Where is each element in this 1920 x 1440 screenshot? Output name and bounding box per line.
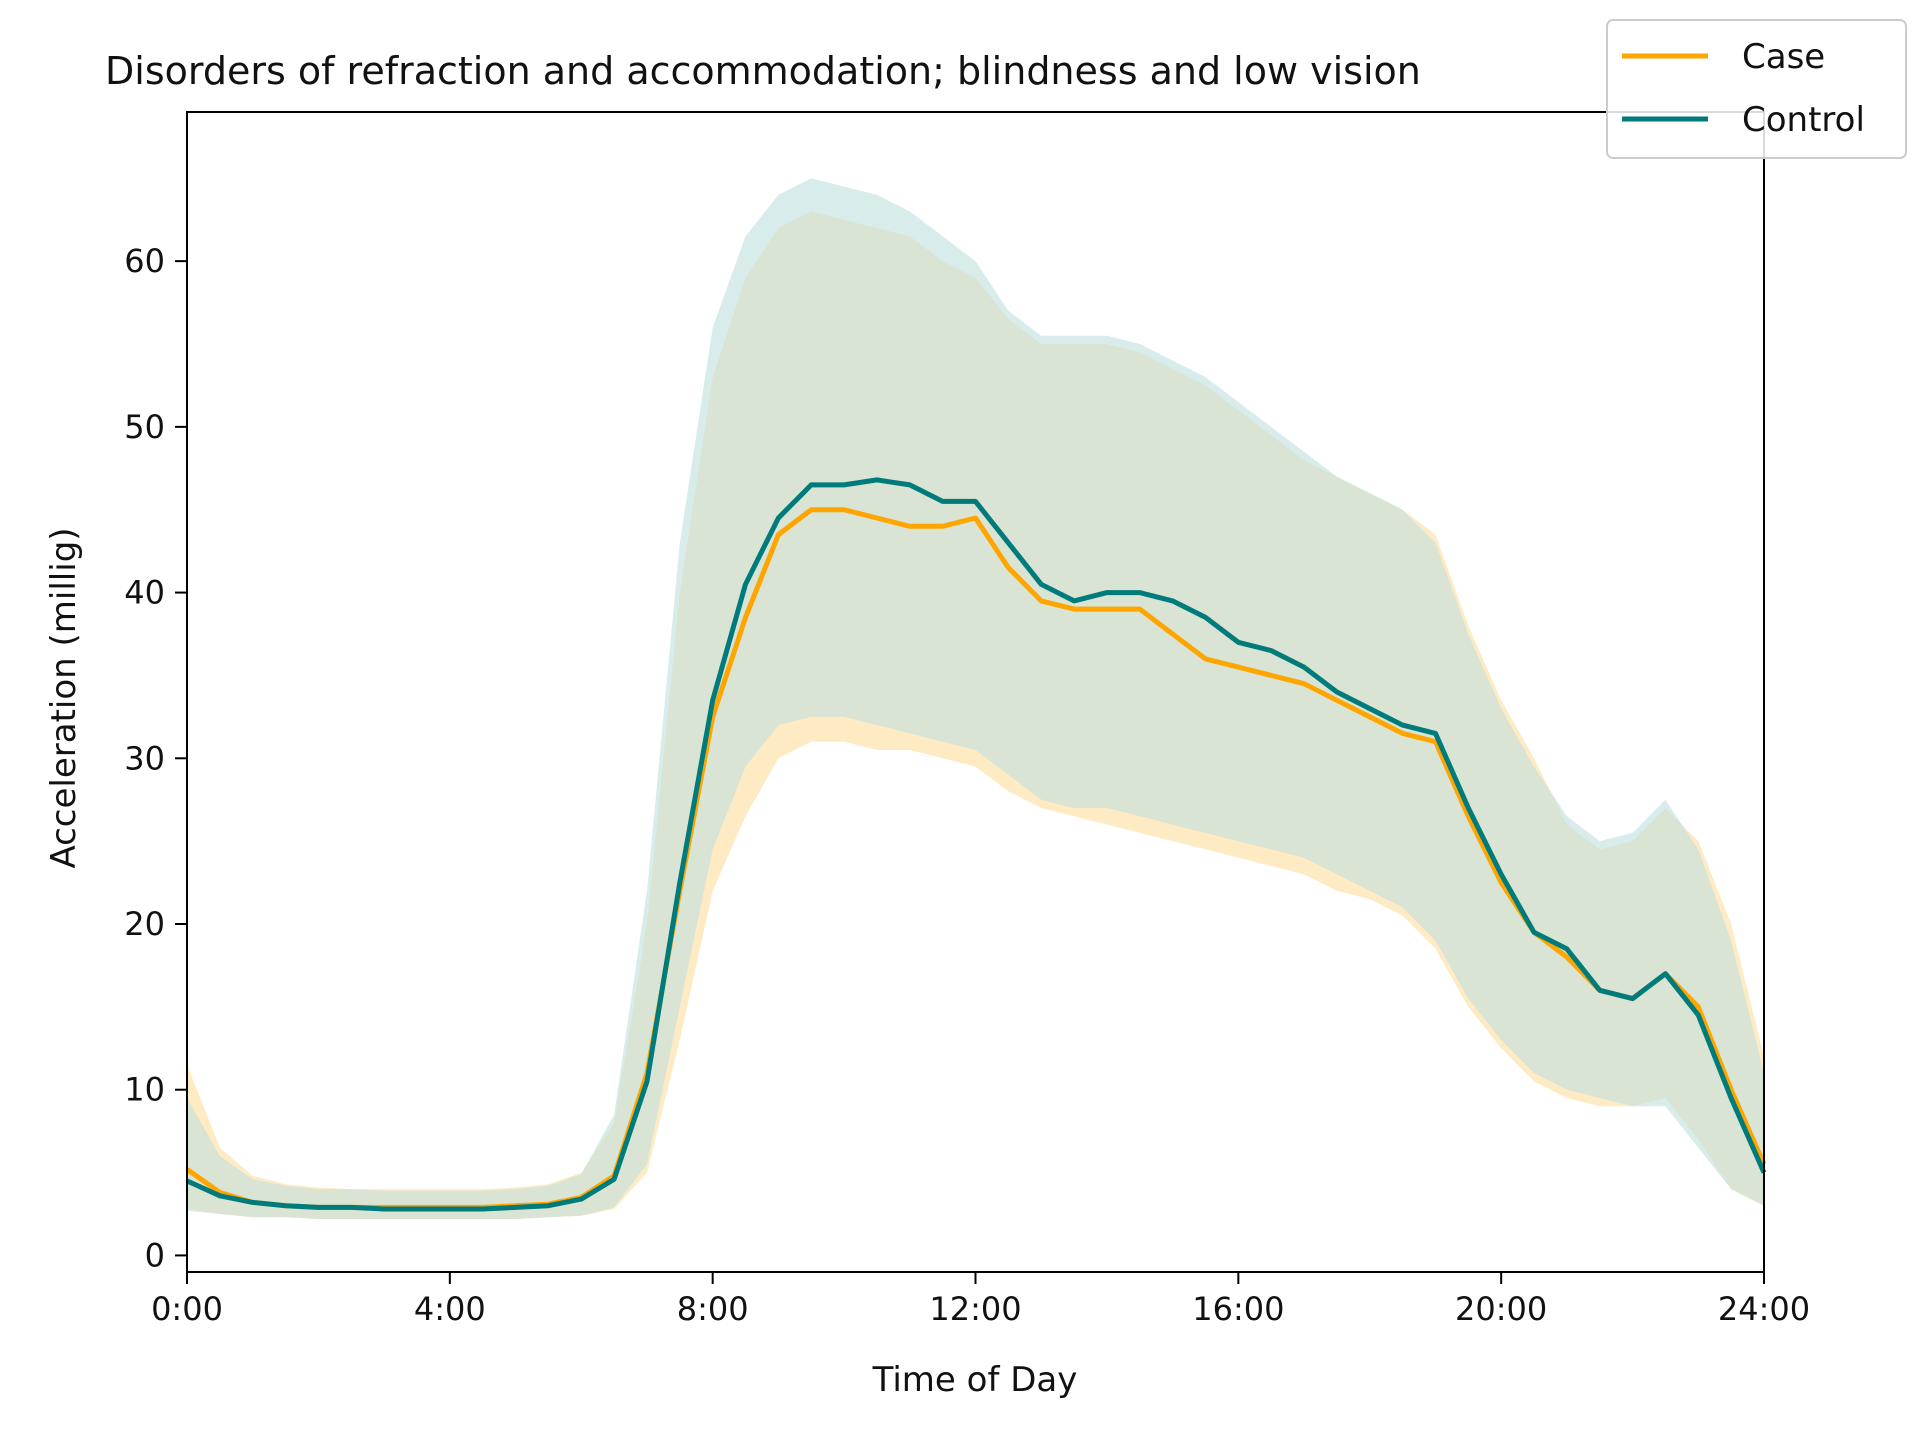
legend-control-label: Control: [1742, 100, 1865, 140]
y-tick-label: 60: [124, 242, 165, 280]
y-tick-label: 0: [145, 1236, 165, 1274]
y-axis-label: Acceleration (millig): [44, 527, 84, 868]
y-tick-label: 20: [124, 905, 165, 943]
x-tick-label: 12:00: [929, 1290, 1021, 1328]
y-tick-label: 10: [124, 1071, 165, 1109]
y-tick-label: 50: [124, 408, 165, 446]
x-tick-label: 0:00: [151, 1290, 223, 1328]
y-tick-label: 30: [124, 739, 165, 777]
y-tick-label: 40: [124, 574, 165, 612]
x-tick-label: 8:00: [677, 1290, 749, 1328]
chart-title: Disorders of refraction and accommodatio…: [105, 49, 1421, 93]
legend: Case Control: [1607, 20, 1906, 158]
legend-case-label: Case: [1742, 37, 1825, 77]
x-tick-label: 20:00: [1455, 1290, 1547, 1328]
x-tick-label: 24:00: [1718, 1290, 1810, 1328]
x-tick-label: 16:00: [1192, 1290, 1284, 1328]
x-tick-label: 4:00: [414, 1290, 486, 1328]
x-axis-label: Time of Day: [872, 1360, 1078, 1400]
